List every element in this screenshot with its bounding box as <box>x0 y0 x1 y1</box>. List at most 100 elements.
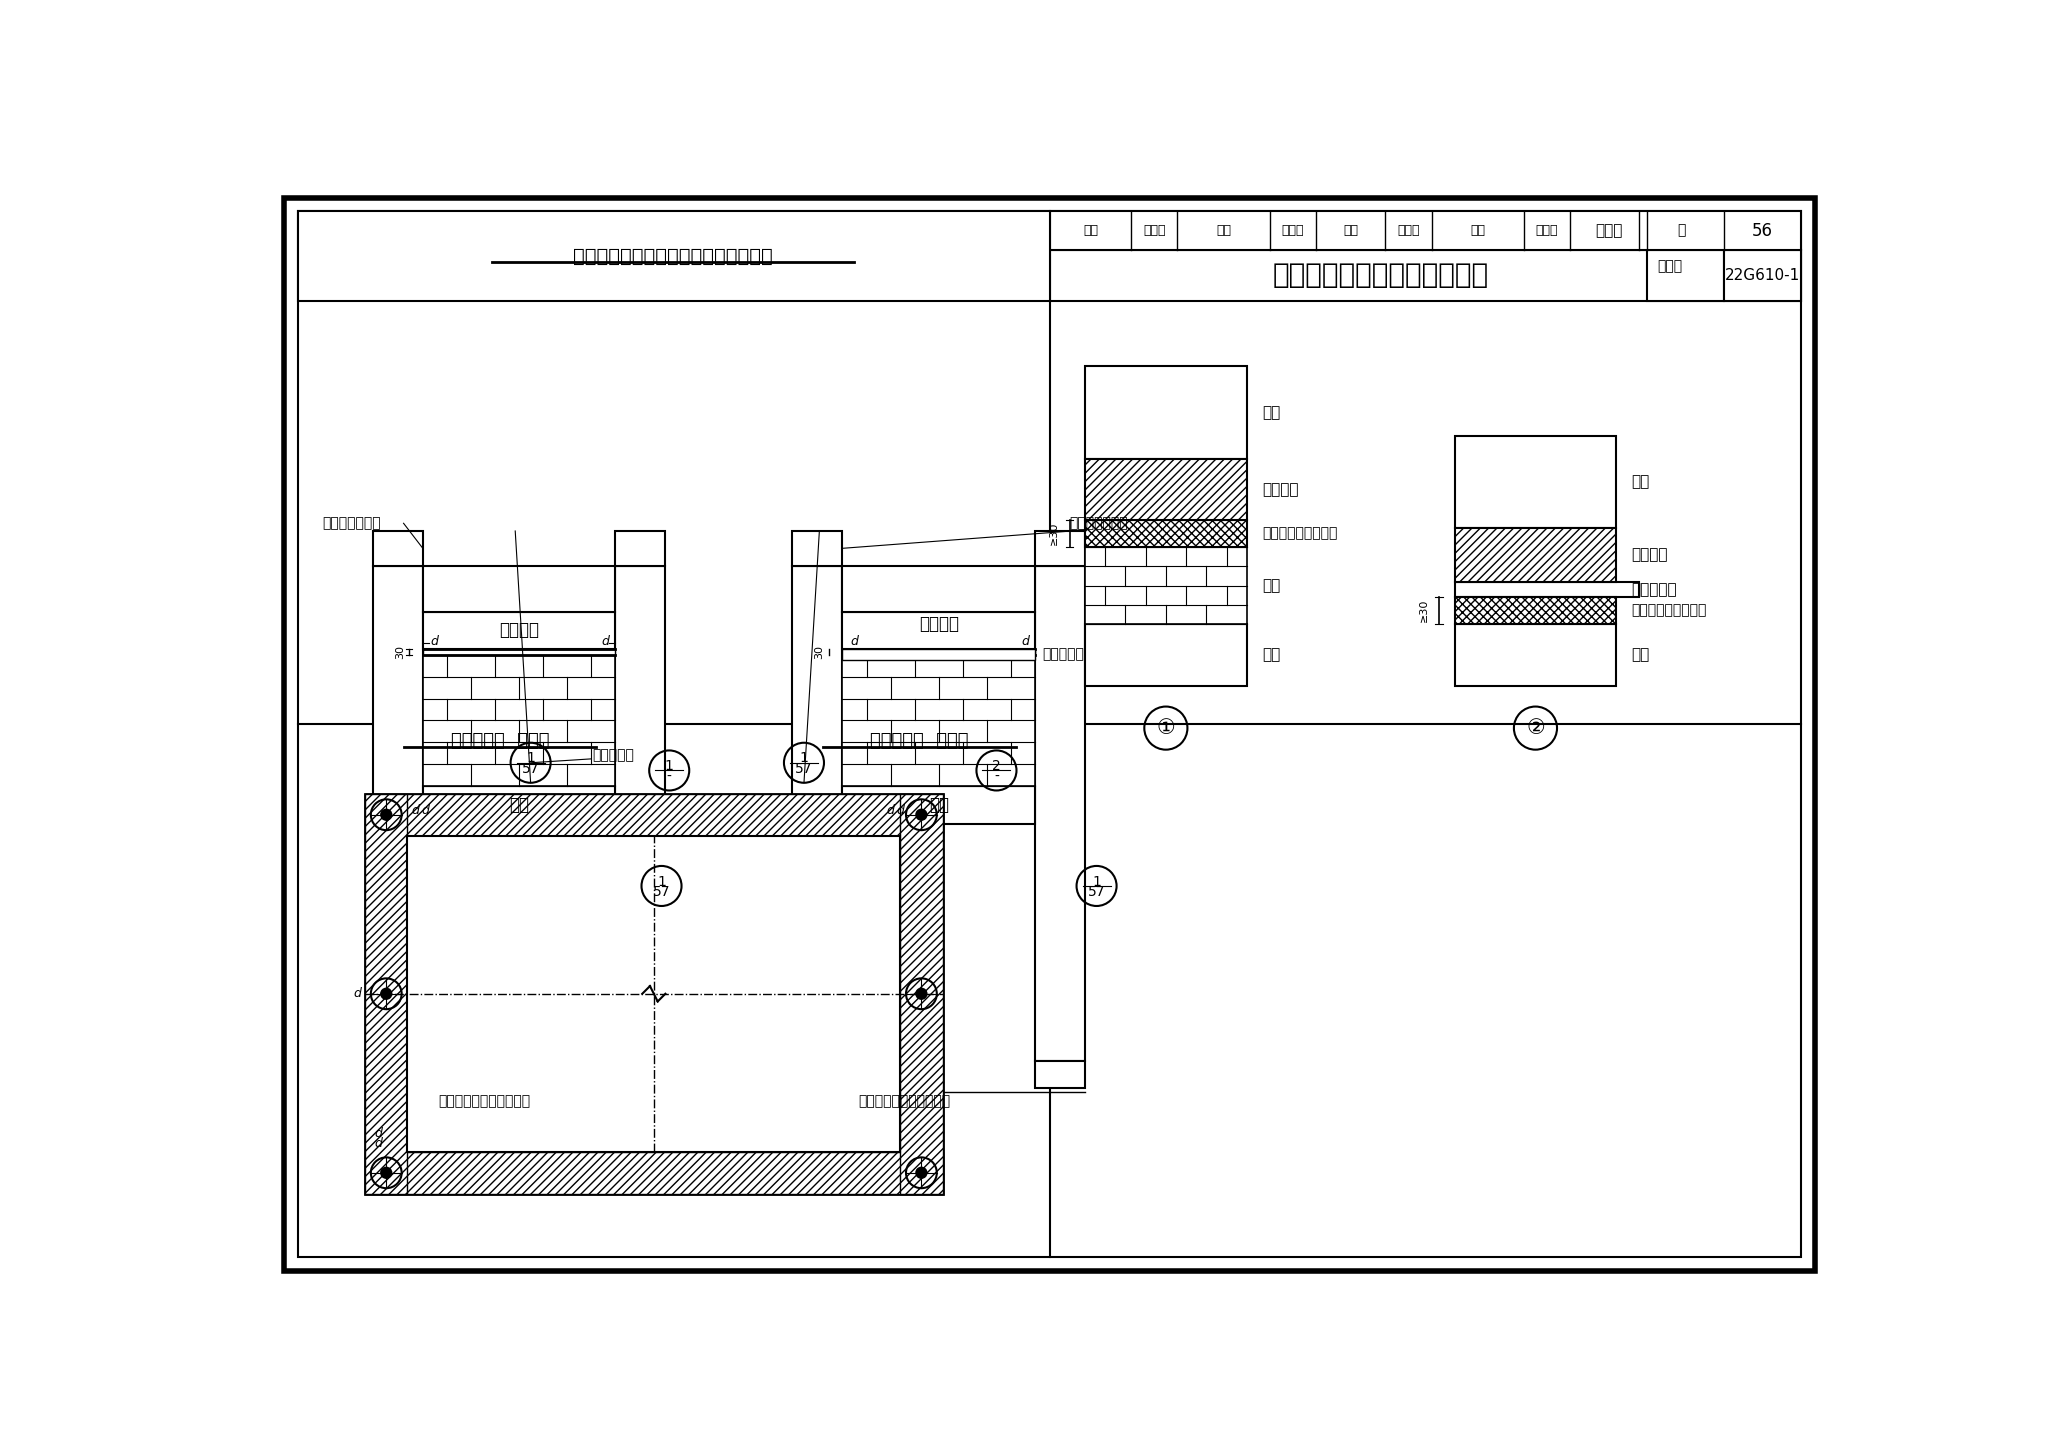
Bar <box>299 211 1049 301</box>
Text: 57: 57 <box>522 762 539 776</box>
Bar <box>842 648 1034 660</box>
Bar <box>365 794 408 1194</box>
Text: 圈梁: 圈梁 <box>1632 647 1651 663</box>
Text: 宝林青: 宝林青 <box>1595 224 1622 238</box>
Bar <box>422 654 614 785</box>
Bar <box>1034 566 1085 1061</box>
Text: 隔震层梁: 隔震层梁 <box>1632 547 1669 563</box>
Bar <box>1454 598 1616 624</box>
Bar <box>1724 250 1800 301</box>
Bar <box>1647 250 1724 301</box>
Bar <box>1454 582 1638 598</box>
Text: 1: 1 <box>1092 874 1102 888</box>
Bar <box>1085 624 1247 686</box>
Text: 2: 2 <box>991 759 1001 774</box>
Bar <box>793 566 842 1061</box>
Text: ≥30: ≥30 <box>1049 522 1059 545</box>
Bar <box>1454 528 1616 582</box>
Bar <box>842 785 1034 824</box>
Text: 22G610-1: 22G610-1 <box>1724 268 1800 284</box>
Text: ①: ① <box>1157 718 1176 739</box>
Text: 审核: 审核 <box>1083 224 1098 237</box>
Text: ≥30: ≥30 <box>1419 599 1430 622</box>
Text: 墙体: 墙体 <box>1632 474 1651 489</box>
Bar <box>614 566 666 1061</box>
Text: d: d <box>430 634 438 647</box>
Text: d: d <box>422 804 430 817</box>
Bar <box>373 566 422 1061</box>
Text: 30: 30 <box>395 646 406 659</box>
Text: 圈梁: 圈梁 <box>1262 647 1280 663</box>
Bar <box>365 1152 942 1194</box>
Text: 1: 1 <box>657 874 666 888</box>
Text: d: d <box>354 987 360 1000</box>
Text: 聚苯板或聚硫密封膏: 聚苯板或聚硫密封膏 <box>1632 603 1708 618</box>
Bar <box>422 612 614 648</box>
Text: d: d <box>412 804 420 817</box>
Bar <box>373 531 422 566</box>
Text: 校对: 校对 <box>1217 224 1231 237</box>
Text: 复核: 复核 <box>1343 224 1358 237</box>
Circle shape <box>381 987 393 1000</box>
Text: 混凝土挂板: 混凝土挂板 <box>1042 647 1085 662</box>
Text: 隔震支座下支墩（支柱）: 隔震支座下支墩（支柱） <box>858 1095 950 1108</box>
Text: 岳红原: 岳红原 <box>1282 224 1305 237</box>
Bar <box>1085 521 1247 547</box>
Bar <box>365 794 942 1194</box>
Text: d: d <box>1022 634 1028 647</box>
Bar <box>1049 211 1800 250</box>
Text: d: d <box>850 634 858 647</box>
Text: 56: 56 <box>1753 221 1774 240</box>
Text: 1: 1 <box>799 752 809 765</box>
Bar <box>1049 250 1800 301</box>
Text: 1: 1 <box>666 759 674 774</box>
Text: 隔震支座上支墩: 隔震支座上支墩 <box>1069 516 1128 531</box>
Text: 页: 页 <box>1677 224 1686 237</box>
Text: 隔震层平面图（隔震支座在相同标高）: 隔震层平面图（隔震支座在相同标高） <box>573 247 772 266</box>
Text: -: - <box>993 769 999 784</box>
Text: 57: 57 <box>795 762 813 776</box>
Circle shape <box>381 1166 393 1179</box>
Bar <box>422 785 614 824</box>
Bar <box>793 531 842 566</box>
Text: 圈梁: 圈梁 <box>928 797 948 814</box>
Bar <box>842 648 1034 654</box>
Bar <box>408 836 901 1152</box>
Text: 1: 1 <box>526 752 535 765</box>
Text: 隔震层隔墙立面缝做法（一）: 隔震层隔墙立面缝做法（一） <box>1272 262 1489 289</box>
Text: 墙体: 墙体 <box>1262 579 1280 593</box>
Bar <box>1034 531 1085 566</box>
Text: d: d <box>375 1127 383 1140</box>
Text: 57: 57 <box>1087 885 1106 900</box>
Bar <box>373 1061 422 1088</box>
Text: 墙体立面图  做法一: 墙体立面图 做法一 <box>451 733 549 750</box>
Bar <box>614 1061 666 1088</box>
Text: 57: 57 <box>653 885 670 900</box>
Text: 30: 30 <box>815 646 825 659</box>
Text: ②: ② <box>1526 718 1544 739</box>
Bar <box>422 566 614 612</box>
Bar <box>365 794 942 836</box>
Bar <box>842 654 1034 785</box>
Bar <box>614 531 666 566</box>
Bar <box>1085 366 1247 458</box>
Text: 易心层: 易心层 <box>1397 224 1419 237</box>
Text: d: d <box>375 1137 383 1150</box>
Text: 熊耀清: 熊耀清 <box>1536 224 1559 237</box>
Bar <box>842 612 1034 648</box>
Bar <box>1454 436 1616 528</box>
Bar <box>1085 458 1247 521</box>
Circle shape <box>381 808 393 822</box>
Text: d: d <box>887 804 895 817</box>
Text: 设计: 设计 <box>1470 224 1485 237</box>
Circle shape <box>915 987 928 1000</box>
Text: 聚苯板或聚硫密封膏: 聚苯板或聚硫密封膏 <box>1262 526 1337 541</box>
Text: 图集号: 图集号 <box>1657 259 1683 273</box>
Text: d: d <box>897 804 905 817</box>
Text: 隔震支座下支墩（支柱）: 隔震支座下支墩（支柱） <box>438 1095 530 1108</box>
Bar <box>408 836 901 1152</box>
Bar <box>901 794 942 1194</box>
Text: 隔震层梁: 隔震层梁 <box>1262 481 1298 497</box>
Bar <box>1034 1061 1085 1088</box>
Text: d: d <box>602 634 610 647</box>
